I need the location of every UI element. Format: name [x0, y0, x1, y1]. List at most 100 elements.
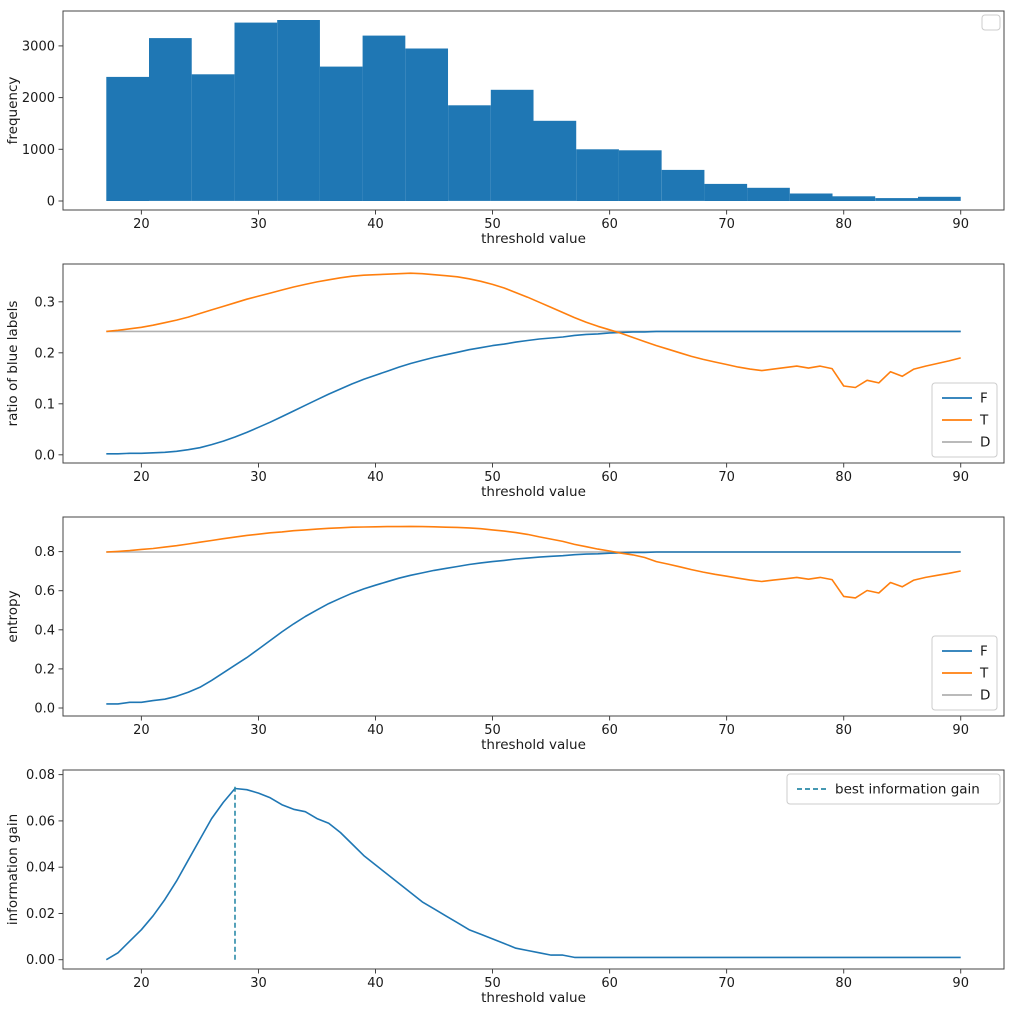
axes-box: [62, 10, 1005, 211]
axes-box: [62, 769, 1005, 970]
information-gain-chart: 20 30 40 50 60 70 80 90 0.00 0.02 0.04 0.06 0.08 thre…: [5, 768, 1005, 1006]
x-tick-label: 60: [601, 976, 618, 991]
x-tick-label: 50: [484, 470, 501, 485]
legend-box: [981, 14, 1001, 31]
x-tick-label: 40: [367, 976, 384, 991]
x-tick-label: 20: [133, 723, 150, 738]
series-T: [106, 525, 961, 599]
y-tick-label: 0: [47, 195, 55, 210]
legend-label: F: [980, 644, 988, 660]
histogram-bar: [405, 48, 449, 201]
legend-box: [786, 773, 1001, 805]
axes-box: [62, 263, 1005, 464]
x-axis-label: threshold value: [481, 484, 586, 500]
y-tick-label: 2000: [22, 91, 55, 106]
x-tick-label: 70: [718, 723, 735, 738]
histogram-bar: [747, 187, 790, 201]
histogram-bar: [234, 22, 278, 201]
x-tick-label: 20: [133, 976, 150, 991]
x-tick-label: 60: [601, 217, 618, 232]
x-tick-label: 50: [484, 976, 501, 991]
histogram-bar: [277, 20, 320, 201]
legend-label: F: [980, 391, 988, 407]
histogram-bar: [918, 196, 961, 201]
x-tick-label: 90: [952, 470, 969, 485]
x-axis-label: threshold value: [481, 990, 586, 1006]
legend-label: D: [980, 688, 990, 704]
y-tick-label: 0.8: [34, 545, 55, 560]
histogram-bar: [106, 76, 150, 201]
legend-label: T: [979, 666, 989, 682]
histogram-bar: [533, 120, 577, 201]
x-tick-label: 80: [835, 217, 852, 232]
histogram-bar: [149, 38, 192, 201]
legend-label: best information gain: [835, 782, 980, 798]
y-tick-label: 0.00: [26, 953, 55, 968]
axes-box: [62, 516, 1005, 717]
y-axis-label: entropy: [5, 590, 21, 642]
x-tick-label: 30: [250, 976, 267, 991]
frequency-histogram-chart: 20 30 40 50 60 70 80 90 0 1000 2000 3000 threshold v…: [5, 10, 1005, 247]
x-tick-label: 40: [367, 217, 384, 232]
y-tick-label: 0.0: [34, 448, 55, 463]
x-tick-label: 20: [133, 217, 150, 232]
y-tick-label: 3000: [22, 39, 55, 54]
y-tick-label: 0.08: [26, 768, 55, 783]
x-tick-label: 40: [367, 723, 384, 738]
x-tick-label: 60: [601, 723, 618, 738]
y-tick-label: 0.6: [34, 584, 55, 599]
x-tick-label: 70: [718, 470, 735, 485]
x-tick-label: 70: [718, 217, 735, 232]
series-F: [106, 551, 961, 705]
histogram-bar: [618, 150, 662, 201]
histogram-bar: [319, 66, 363, 201]
histogram-bar: [704, 183, 748, 201]
x-tick-label: 80: [835, 470, 852, 485]
y-tick-label: 0.0: [34, 702, 55, 717]
x-tick-label: 90: [952, 723, 969, 738]
series-information-gain: [105, 787, 961, 961]
histogram-bar: [448, 105, 491, 201]
x-tick-label: 70: [718, 976, 735, 991]
y-tick-label: 0.2: [34, 662, 55, 677]
histogram-bar: [789, 193, 833, 201]
y-tick-label: 0.02: [26, 907, 55, 922]
y-tick-label: 0.06: [26, 814, 55, 829]
x-tick-label: 50: [484, 723, 501, 738]
y-tick-label: 0.2: [34, 346, 55, 361]
y-axis-label: frequency: [5, 77, 21, 145]
ratio-of-blue-labels-chart: 20 30 40 50 60 70 80 90 0.0 0.1 0.2 0.3 threshold va…: [5, 263, 1005, 500]
series-F: [106, 330, 961, 455]
histogram-bar: [576, 149, 619, 201]
y-axis-label: ratio of blue labels: [5, 301, 21, 427]
x-tick-label: 80: [835, 723, 852, 738]
histogram-bar: [490, 89, 534, 201]
x-tick-label: 90: [952, 217, 969, 232]
x-axis-label: threshold value: [481, 231, 586, 247]
legend-label: D: [980, 435, 990, 451]
y-tick-label: 0.3: [34, 295, 55, 310]
entropy-chart: 20 30 40 50 60 70 80 90 0.0 0.2 0.4 0.6 0.8 threshold…: [5, 516, 1005, 753]
x-tick-label: 40: [367, 470, 384, 485]
histogram-bar: [832, 196, 876, 201]
histogram-bar: [875, 198, 919, 201]
y-tick-label: 0.4: [34, 623, 55, 638]
x-tick-label: 30: [250, 217, 267, 232]
x-tick-label: 60: [601, 470, 618, 485]
series-T: [106, 272, 961, 389]
histogram-bar: [661, 169, 705, 201]
y-tick-label: 0.1: [34, 397, 55, 412]
legend-label: T: [979, 413, 989, 429]
x-tick-label: 30: [250, 470, 267, 485]
x-axis-label: threshold value: [481, 737, 586, 753]
y-tick-label: 1000: [22, 143, 55, 158]
x-tick-label: 90: [952, 976, 969, 991]
histogram-bar: [191, 74, 235, 201]
histogram-bar: [362, 35, 406, 201]
x-tick-label: 50: [484, 217, 501, 232]
y-axis-label: information gain: [5, 814, 21, 925]
x-tick-label: 80: [835, 976, 852, 991]
y-tick-label: 0.04: [26, 861, 55, 876]
x-tick-label: 30: [250, 723, 267, 738]
